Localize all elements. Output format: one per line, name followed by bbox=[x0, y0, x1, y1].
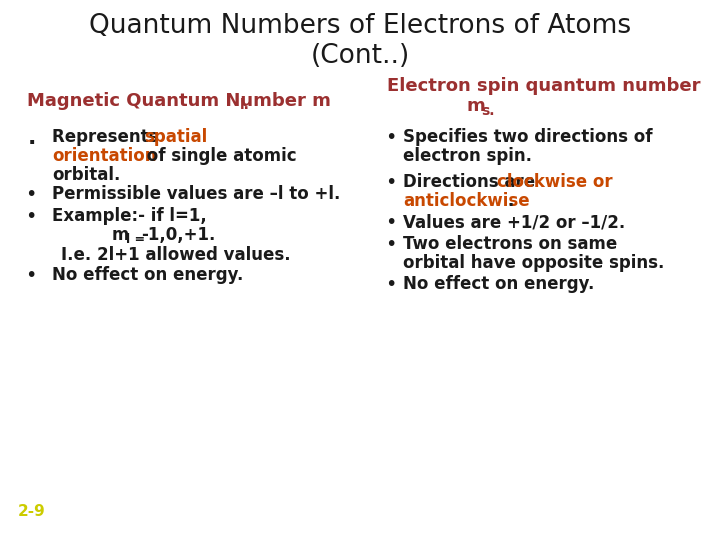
Text: Values are +1/2 or –1/2.: Values are +1/2 or –1/2. bbox=[403, 213, 626, 231]
Text: •: • bbox=[385, 235, 397, 254]
Text: l =: l = bbox=[126, 233, 145, 246]
Text: •: • bbox=[385, 213, 397, 232]
Text: Permissible values are –l to +l.: Permissible values are –l to +l. bbox=[52, 185, 341, 203]
Text: No effect on energy.: No effect on energy. bbox=[403, 275, 595, 293]
Text: Example:- if l=1,: Example:- if l=1, bbox=[52, 207, 207, 225]
Text: l.: l. bbox=[240, 98, 250, 112]
Text: -1,0,+1.: -1,0,+1. bbox=[141, 226, 215, 244]
Text: •: • bbox=[25, 207, 37, 226]
Text: Magnetic Quantum Number m: Magnetic Quantum Number m bbox=[27, 92, 331, 110]
Text: orbital.: orbital. bbox=[52, 166, 120, 184]
Text: •: • bbox=[25, 266, 37, 285]
Text: clockwise or: clockwise or bbox=[497, 173, 613, 191]
Text: orientation: orientation bbox=[52, 147, 156, 165]
Text: anticlockwise: anticlockwise bbox=[403, 192, 530, 210]
Text: (Cont..): (Cont..) bbox=[310, 43, 410, 69]
Text: Directions are: Directions are bbox=[403, 173, 541, 191]
Text: •: • bbox=[385, 128, 397, 147]
Text: Specifies two directions of: Specifies two directions of bbox=[403, 128, 653, 146]
Text: No effect on energy.: No effect on energy. bbox=[52, 266, 243, 284]
Text: s.: s. bbox=[481, 104, 495, 118]
Text: of single atomic: of single atomic bbox=[141, 147, 297, 165]
Text: Quantum Numbers of Electrons of Atoms: Quantum Numbers of Electrons of Atoms bbox=[89, 14, 631, 39]
Text: electron spin.: electron spin. bbox=[403, 147, 532, 165]
Text: m: m bbox=[112, 226, 129, 244]
Text: 2-9: 2-9 bbox=[18, 504, 46, 519]
Text: •: • bbox=[385, 173, 397, 192]
Text: .: . bbox=[27, 128, 36, 148]
Text: Represents: Represents bbox=[52, 128, 164, 146]
Text: •: • bbox=[25, 185, 37, 204]
Text: Electron spin quantum number: Electron spin quantum number bbox=[387, 77, 701, 94]
Text: spatial: spatial bbox=[144, 128, 207, 146]
Text: •: • bbox=[385, 275, 397, 294]
Text: I.e. 2l+1 allowed values.: I.e. 2l+1 allowed values. bbox=[61, 246, 291, 264]
Text: m: m bbox=[467, 97, 485, 115]
Text: Two electrons on same: Two electrons on same bbox=[403, 235, 618, 253]
Text: orbital have opposite spins.: orbital have opposite spins. bbox=[403, 254, 665, 272]
Text: .: . bbox=[508, 192, 514, 210]
